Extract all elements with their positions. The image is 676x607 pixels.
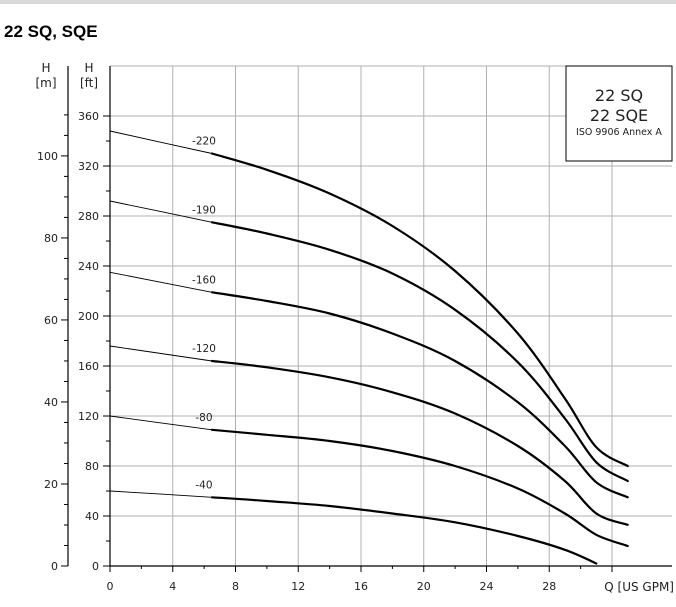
x-tick-label: 20 — [417, 580, 431, 593]
series-line — [210, 221, 629, 483]
series-label: -160 — [192, 274, 216, 286]
series-curves — [109, 130, 629, 565]
series-label: -120 — [192, 343, 216, 355]
y-right-label-h: H — [84, 61, 93, 75]
series-line-thin — [109, 345, 213, 362]
top-separator-bar — [0, 0, 676, 4]
series-line — [210, 428, 629, 548]
y-m-tick-label: 20 — [44, 478, 58, 491]
y-m-tick-label: 80 — [44, 232, 58, 245]
x-tick-label: 0 — [107, 580, 114, 593]
series-line-thin — [109, 271, 213, 293]
y-ft-tick-label: 40 — [85, 510, 99, 523]
y-m-tick-label: 60 — [44, 314, 58, 327]
series-line — [210, 496, 598, 565]
x-tick-label: 8 — [232, 580, 239, 593]
y-ft-tick-label: 280 — [78, 210, 99, 223]
series-label: -80 — [195, 412, 212, 424]
y-right-label-unit: [ft] — [80, 76, 98, 90]
series-line — [210, 152, 629, 468]
x-axis-label: Q [US GPM] — [604, 580, 674, 594]
y-m-tick-label: 40 — [44, 396, 58, 409]
y-ft-tick-label: 160 — [78, 360, 99, 373]
x-tick-label: 28 — [542, 580, 556, 593]
page-title: 22 SQ, SQE — [4, 22, 98, 41]
x-tick-label: 24 — [480, 580, 494, 593]
y-left-label-h: H — [41, 61, 50, 75]
legend-line-1: 22 SQ — [595, 86, 643, 105]
legend-line-2: 22 SQE — [590, 106, 648, 125]
y-ft-tick-label: 360 — [78, 110, 99, 123]
y-ft-tick-label: 120 — [78, 410, 99, 423]
series-line — [210, 359, 629, 526]
x-tick-label: 12 — [291, 580, 305, 593]
series-label: -40 — [195, 479, 212, 491]
series-label: -220 — [192, 136, 216, 148]
series-line — [210, 291, 629, 499]
series-line-thin — [109, 490, 213, 498]
x-tick-label: 16 — [354, 580, 368, 593]
tick-labels: 0 4 8 12 16 20 24 28040801201602002402803203600… — [37, 110, 556, 593]
series-line-thin — [109, 200, 213, 223]
y-ft-tick-label: 320 — [78, 160, 99, 173]
series-line-thin — [109, 130, 213, 154]
grid-lines — [110, 65, 672, 566]
series-label: -190 — [192, 204, 216, 216]
series-line-thin — [109, 415, 213, 431]
x-tick-label: 4 — [169, 580, 176, 593]
y-ft-tick-label: 240 — [78, 260, 99, 273]
y-left-label-unit: [m] — [35, 76, 56, 90]
tick-marks — [61, 114, 613, 572]
y-ft-tick-label: 80 — [85, 460, 99, 473]
y-ft-tick-label: 200 — [78, 310, 99, 323]
y-m-tick-label: 100 — [37, 150, 58, 163]
y-m-tick-label: 0 — [51, 560, 58, 573]
legend-box: 22 SQ 22 SQE ISO 9906 Annex A — [565, 65, 673, 162]
y-ft-tick-label: 0 — [92, 560, 99, 573]
legend-line-3: ISO 9906 Annex A — [576, 127, 662, 138]
